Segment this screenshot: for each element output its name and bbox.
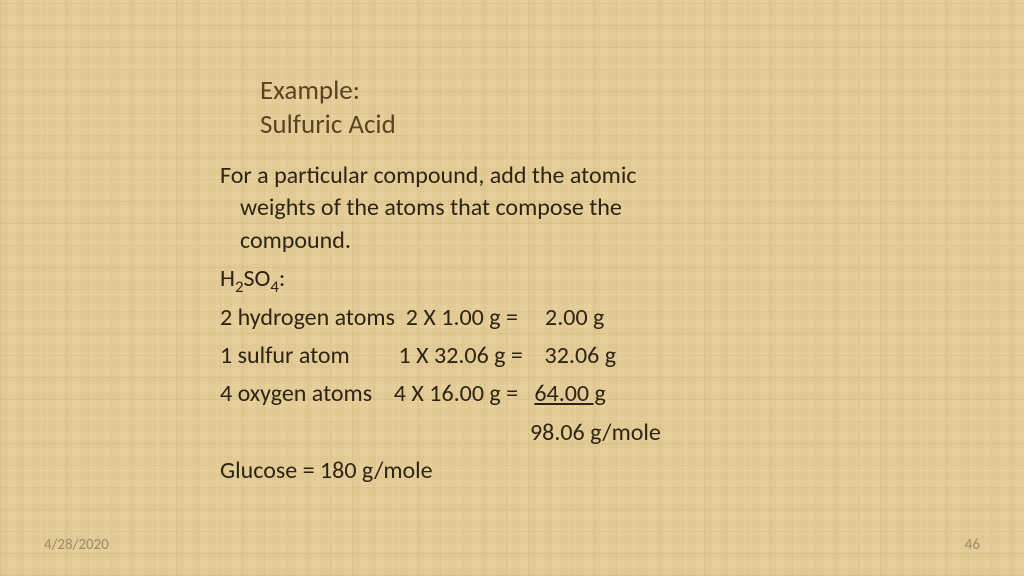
formula-mid: SO — [243, 264, 270, 293]
formula-suffix: : — [279, 264, 285, 293]
calc-row-sulfur: 1 sulfur atom 1 X 32.06 g = 32.06 g — [220, 340, 860, 372]
intro-line-2: weights of the atoms that compose the — [220, 192, 860, 224]
intro-line-1: For a particular compound, add the atomi… — [220, 161, 636, 190]
calc-row-oxygen-a: 4 oxygen atoms 4 X 16.00 g = — [220, 379, 534, 408]
calc-total: 98.06 g/mole — [220, 417, 860, 449]
glucose-line: Glucose = 180 g/mole — [220, 455, 860, 487]
calc-row-oxygen: 4 oxygen atoms 4 X 16.00 g = 64.00 g — [220, 378, 860, 410]
footer-page-number: 46 — [965, 536, 980, 554]
formula-line: H2SO4: — [220, 263, 860, 295]
calc-row-oxygen-b: 64.00 g — [534, 379, 605, 408]
calc-row-hydrogen: 2 hydrogen atoms 2 X 1.00 g = 2.00 g — [220, 302, 860, 334]
intro-paragraph: For a particular compound, add the atomi… — [220, 160, 860, 257]
title-line-2: Sulfuric Acid — [260, 108, 396, 142]
title-line-1: Example: — [260, 74, 396, 108]
formula-prefix: H — [220, 264, 235, 293]
footer-date: 4/28/2020 — [44, 536, 109, 554]
slide-body: For a particular compound, add the atomi… — [220, 160, 860, 494]
formula-sub-2: 4 — [270, 276, 279, 297]
slide-title: Example: Sulfuric Acid — [260, 74, 396, 142]
intro-line-3: compound. — [220, 225, 860, 257]
slide: Example: Sulfuric Acid For a particular … — [0, 0, 1024, 576]
